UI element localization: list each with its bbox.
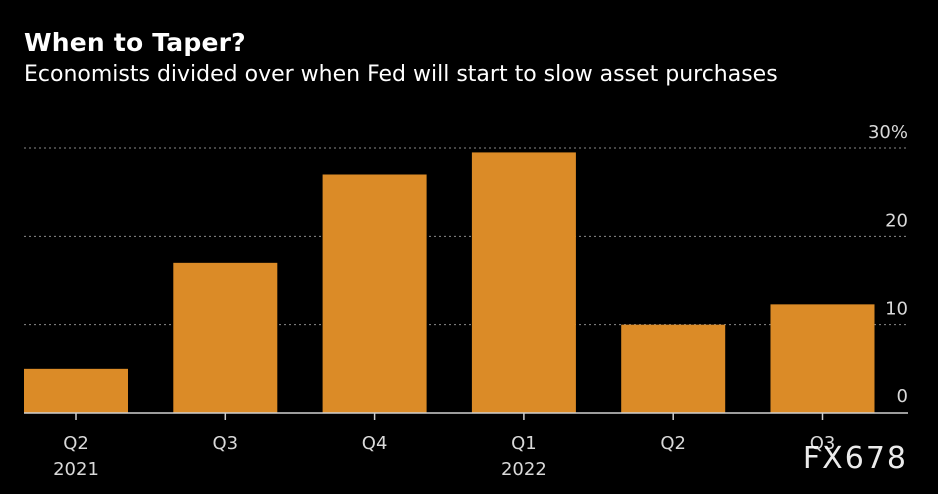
x-tick-label: Q3 <box>810 433 836 454</box>
chart-subtitle: Economists divided over when Fed will st… <box>24 62 778 87</box>
x-tick-label: Q3 <box>212 433 238 454</box>
bar <box>24 368 128 413</box>
y-tick-label: 30% <box>868 122 908 143</box>
x-year-label: 2021 <box>53 459 99 480</box>
x-tick-label: Q4 <box>362 433 388 454</box>
y-tick-label: 0 <box>897 386 908 407</box>
x-tick-label: Q2 <box>63 433 89 454</box>
bar <box>173 262 278 413</box>
bar <box>322 174 427 413</box>
bar <box>770 304 875 413</box>
y-tick-label: 20 <box>885 210 908 231</box>
bar <box>471 152 576 413</box>
x-tick-label: Q1 <box>511 433 537 454</box>
y-tick-label: 10 <box>885 299 908 320</box>
x-year-label: 2022 <box>501 459 547 480</box>
bar <box>621 324 726 413</box>
chart-title: When to Taper? <box>24 28 246 57</box>
watermark: FX678 <box>802 441 908 476</box>
x-tick-label: Q2 <box>660 433 686 454</box>
